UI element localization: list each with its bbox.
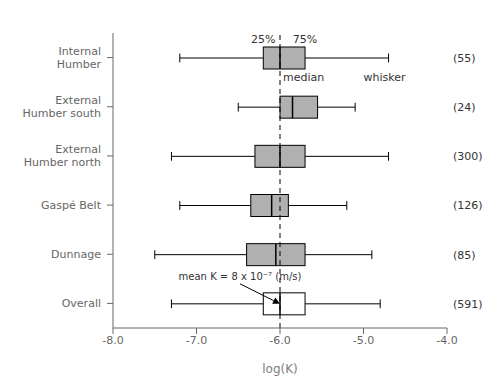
svg-text:-7.0: -7.0 (186, 334, 207, 347)
svg-text:Dunnage: Dunnage (51, 248, 101, 261)
svg-text:ExternalHumber south: ExternalHumber south (23, 94, 101, 120)
svg-text:-5.0: -5.0 (353, 334, 374, 347)
svg-text:ExternalHumber north: ExternalHumber north (24, 143, 101, 169)
svg-text:(55): (55) (453, 52, 476, 65)
svg-text:(126): (126) (453, 199, 483, 212)
svg-text:median: median (283, 71, 324, 84)
svg-text:25%: 25% (251, 33, 275, 46)
svg-text:-6.0: -6.0 (269, 334, 290, 347)
svg-text:Gaspé Belt: Gaspé Belt (41, 199, 102, 212)
svg-text:mean K = 8 x 10⁻⁷ (m/s): mean K = 8 x 10⁻⁷ (m/s) (179, 271, 302, 282)
svg-text:-8.0: -8.0 (102, 334, 123, 347)
svg-text:(591): (591) (453, 298, 483, 311)
svg-text:log(K): log(K) (262, 362, 298, 376)
svg-text:whisker: whisker (364, 71, 407, 84)
svg-text:Overall: Overall (62, 297, 101, 310)
svg-text:(24): (24) (453, 101, 476, 114)
svg-text:75%: 75% (293, 33, 317, 46)
svg-text:(300): (300) (453, 150, 483, 163)
svg-text:-4.0: -4.0 (436, 334, 457, 347)
svg-text:(85): (85) (453, 249, 476, 262)
svg-text:InternalHumber: InternalHumber (57, 45, 102, 71)
